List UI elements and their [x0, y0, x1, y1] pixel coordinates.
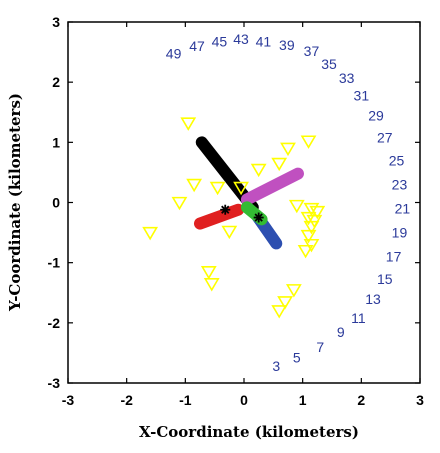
bearing-label: 25	[389, 152, 405, 168]
arms-layer	[194, 136, 304, 250]
x-tick-label: 0	[240, 392, 248, 408]
bearing-label: 11	[351, 310, 366, 326]
triangle-marker	[200, 266, 217, 280]
bearing-label: 37	[304, 43, 320, 59]
bearing-label: 5	[293, 350, 301, 366]
bearing-label: 19	[392, 225, 408, 241]
triangle-marker	[300, 135, 317, 149]
bearing-label: 3	[272, 358, 280, 374]
y-tick-label: -1	[48, 255, 61, 271]
x-tick-label: -1	[179, 392, 192, 408]
triangle-marker	[280, 142, 296, 157]
triangle-marker	[303, 220, 320, 235]
triangle-marker	[271, 157, 288, 172]
triangle-marker	[171, 196, 188, 211]
triangle-marker	[209, 181, 226, 196]
bearing-label: 27	[377, 130, 393, 146]
triangle-marker	[277, 296, 293, 310]
bearing-labels-layer: 3579111315171921232527293133353739414345…	[166, 31, 411, 374]
bearing-label: 15	[377, 271, 393, 287]
y-tick-label: 2	[52, 74, 60, 90]
triangle-marker	[233, 181, 249, 196]
y-tick-label: 3	[52, 14, 60, 30]
triangle-marker	[303, 202, 320, 217]
y-tick-label: -3	[48, 375, 61, 391]
bearing-label: 45	[212, 33, 228, 49]
x-tick-label: 3	[416, 392, 424, 408]
data-arm	[240, 167, 304, 206]
x-tick-label: -2	[120, 392, 133, 408]
triangle-marker	[285, 284, 302, 298]
triangle-marker	[221, 225, 238, 240]
bearing-label: 21	[395, 201, 411, 217]
bearing-label: 17	[386, 249, 402, 265]
bearing-label: 39	[279, 37, 295, 53]
triangle-marker	[203, 278, 220, 292]
x-tick-label: 2	[357, 392, 365, 408]
y-tick-label: 1	[52, 134, 60, 150]
bearing-label: 23	[392, 176, 408, 192]
y-tick-label: 0	[52, 195, 60, 211]
y-tick-label: -2	[48, 315, 61, 331]
triangle-marker	[250, 163, 267, 178]
triangle-marker	[180, 117, 197, 131]
triangle-marker	[288, 199, 305, 214]
star-marker	[253, 212, 264, 223]
bearing-label: 35	[321, 56, 337, 72]
bearing-label: 41	[256, 33, 272, 49]
triangle-marker	[300, 229, 317, 244]
bearing-label: 43	[233, 31, 249, 47]
triangle-marker	[297, 244, 314, 259]
data-arm	[194, 203, 245, 230]
triangle-marker	[186, 178, 203, 193]
stars-layer	[220, 204, 264, 223]
x-tick-label: 1	[299, 392, 307, 408]
bearing-label: 49	[166, 45, 182, 61]
bearing-label: 33	[339, 70, 355, 86]
star-marker	[220, 204, 231, 215]
x-axis-title: X-Coordinate (kilometers)	[139, 423, 359, 441]
bearing-label: 13	[365, 291, 381, 307]
triangle-marker	[142, 226, 159, 241]
bearing-label: 7	[316, 339, 324, 355]
bearing-label: 29	[368, 107, 384, 123]
triangles-layer	[142, 117, 326, 319]
bearing-label: 9	[337, 324, 345, 340]
triangle-marker	[300, 211, 317, 226]
y-axis-title: Y-Coordinate (kilometers)	[6, 93, 24, 312]
triangle-marker	[271, 305, 288, 319]
x-tick-label: -3	[62, 392, 75, 408]
bearing-label: 31	[354, 87, 370, 103]
bearing-label: 47	[189, 38, 205, 54]
